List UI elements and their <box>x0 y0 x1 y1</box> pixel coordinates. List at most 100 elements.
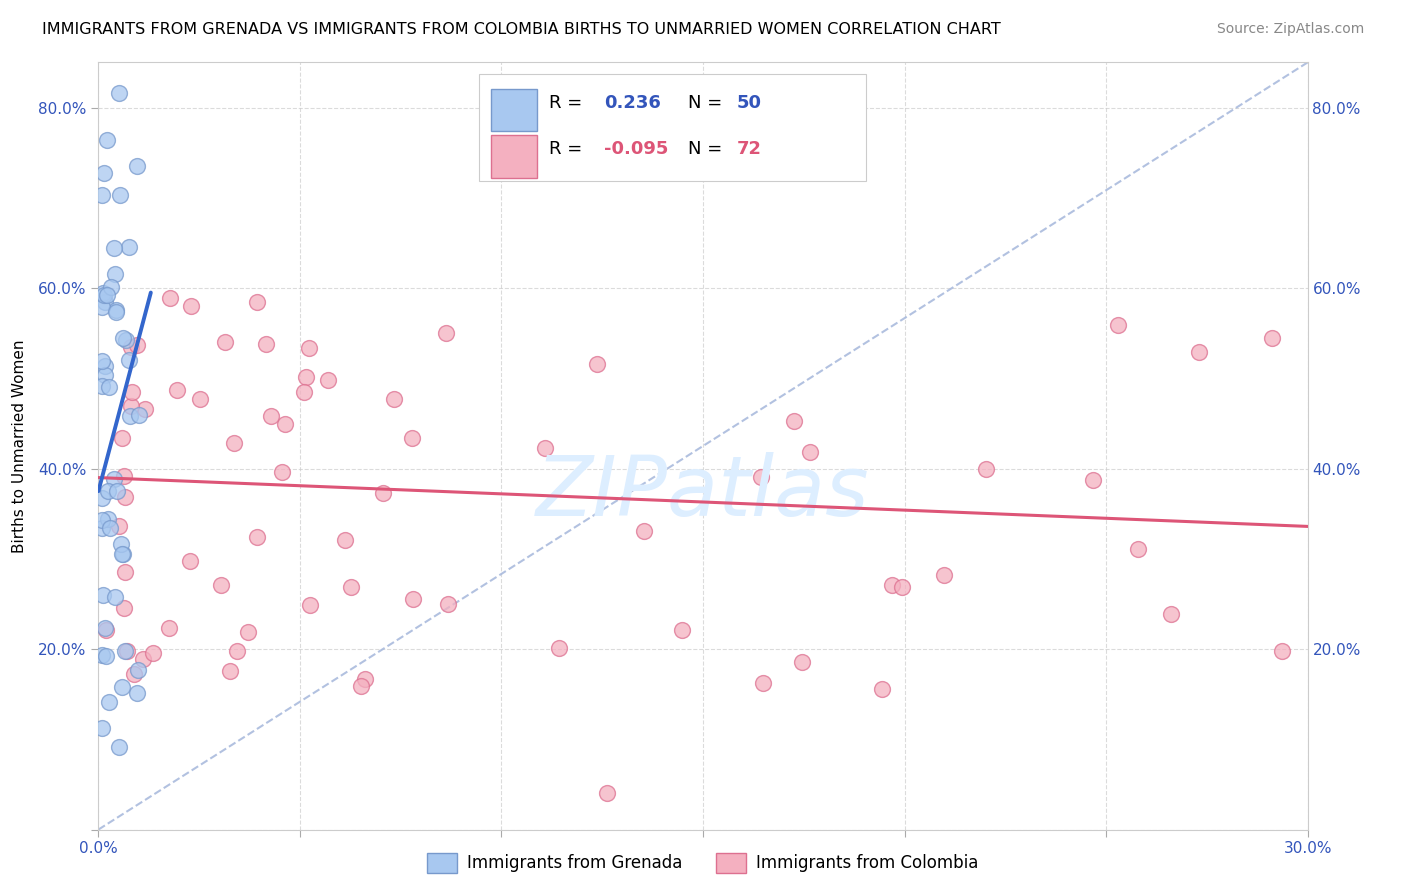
Point <box>108 188 131 202</box>
Point <box>121 385 143 400</box>
Point <box>246 531 269 545</box>
Text: N =: N = <box>689 94 728 112</box>
Point <box>891 580 914 594</box>
Point <box>157 621 180 635</box>
Point <box>115 643 138 657</box>
Point <box>633 524 655 538</box>
Text: Source: ZipAtlas.com: Source: ZipAtlas.com <box>1216 22 1364 37</box>
Point <box>260 409 283 423</box>
Point <box>790 655 813 669</box>
Point <box>107 519 129 533</box>
Point <box>120 399 142 413</box>
Point <box>111 547 134 561</box>
Point <box>401 431 423 445</box>
Point <box>179 554 201 568</box>
Point <box>103 241 125 255</box>
Point <box>373 486 395 500</box>
Point <box>112 601 135 615</box>
Point <box>120 340 142 354</box>
Point <box>103 472 125 486</box>
Point <box>111 331 134 345</box>
Point <box>872 682 894 697</box>
Point <box>752 676 775 690</box>
Point <box>1107 318 1129 333</box>
Text: N =: N = <box>689 140 728 158</box>
Point <box>299 598 322 612</box>
Point <box>96 623 118 637</box>
Point <box>125 159 148 173</box>
Point <box>214 334 236 349</box>
Point <box>142 646 165 660</box>
Text: R =: R = <box>550 94 589 112</box>
Point <box>354 673 377 687</box>
Point <box>132 652 155 666</box>
Point <box>104 267 127 281</box>
Point <box>211 578 233 592</box>
Point <box>236 624 259 639</box>
Point <box>254 337 277 351</box>
Point <box>112 469 135 483</box>
Point <box>1188 344 1211 359</box>
Point <box>298 341 321 355</box>
Point <box>547 641 569 656</box>
Point <box>114 490 136 504</box>
Point <box>166 383 188 397</box>
Point <box>94 368 117 382</box>
Point <box>98 695 121 709</box>
Text: -0.095: -0.095 <box>603 140 668 158</box>
Point <box>934 568 956 582</box>
Point <box>402 591 425 606</box>
Point <box>180 299 202 313</box>
Point <box>111 547 134 561</box>
Point <box>107 483 129 498</box>
Point <box>120 409 142 424</box>
Point <box>274 417 297 432</box>
Text: 72: 72 <box>737 140 762 158</box>
Point <box>1126 542 1149 557</box>
Point <box>104 590 127 604</box>
Point <box>104 305 127 319</box>
Point <box>246 295 269 310</box>
Point <box>190 392 212 406</box>
Point <box>596 787 619 801</box>
Point <box>93 288 115 302</box>
Text: 0.236: 0.236 <box>603 94 661 112</box>
Point <box>91 721 114 735</box>
Text: R =: R = <box>550 140 589 158</box>
Point <box>96 288 118 302</box>
Point <box>1261 331 1284 345</box>
Point <box>94 649 117 664</box>
Point <box>100 279 122 293</box>
FancyBboxPatch shape <box>492 136 537 178</box>
Point <box>114 565 136 579</box>
Y-axis label: Births to Unmarried Women: Births to Unmarried Women <box>13 339 27 553</box>
Point <box>534 441 557 455</box>
Point <box>974 462 997 476</box>
Point <box>1160 607 1182 622</box>
Point <box>91 513 114 527</box>
Point <box>91 285 114 300</box>
Point <box>124 667 146 681</box>
Point <box>91 648 114 662</box>
Point <box>224 436 246 450</box>
FancyBboxPatch shape <box>479 74 866 181</box>
Point <box>91 588 114 602</box>
Text: 50: 50 <box>737 94 762 112</box>
Point <box>97 511 120 525</box>
Point <box>96 132 118 146</box>
Point <box>671 623 693 637</box>
Text: IMMIGRANTS FROM GRENADA VS IMMIGRANTS FROM COLOMBIA BIRTHS TO UNMARRIED WOMEN CO: IMMIGRANTS FROM GRENADA VS IMMIGRANTS FR… <box>42 22 1001 37</box>
Point <box>437 597 460 611</box>
Point <box>127 337 149 351</box>
Point <box>159 292 181 306</box>
Point <box>134 401 156 416</box>
Point <box>271 466 294 480</box>
Point <box>1271 644 1294 658</box>
Point <box>117 353 139 368</box>
Point <box>434 326 457 340</box>
Point <box>108 739 131 754</box>
Point <box>1083 473 1105 487</box>
Point <box>382 392 405 407</box>
Point <box>292 385 315 400</box>
Point <box>117 240 139 254</box>
